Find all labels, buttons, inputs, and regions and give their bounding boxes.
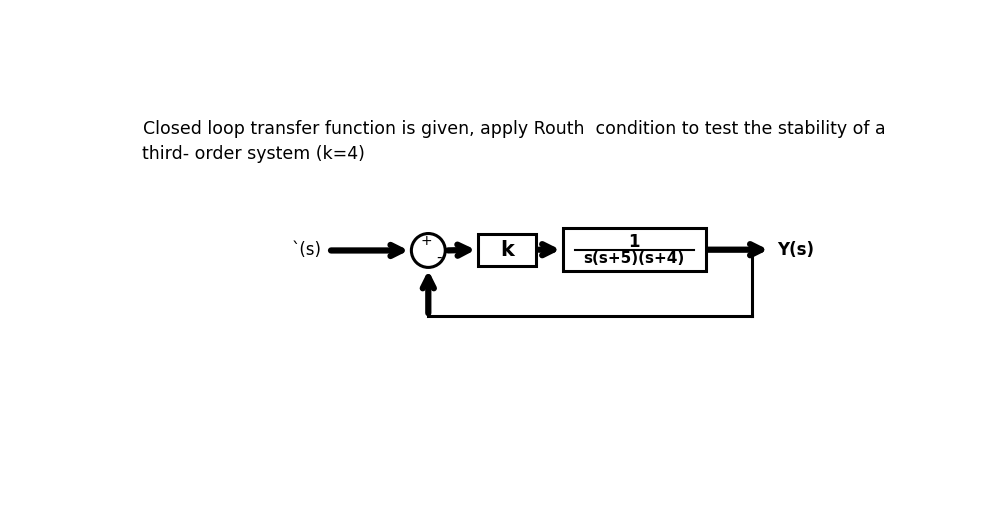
Text: 1: 1 — [628, 233, 639, 251]
Text: third- order system (k=4): third- order system (k=4) — [141, 145, 364, 163]
Text: `(s): `(s) — [292, 241, 322, 259]
Text: s(s+5)(s+4): s(s+5)(s+4) — [583, 251, 684, 266]
Text: Y(s): Y(s) — [776, 241, 813, 259]
Text: +: + — [420, 234, 431, 248]
Text: k: k — [499, 240, 514, 260]
Text: Closed loop transfer function is given, apply Routh  condition to test the stabi: Closed loop transfer function is given, … — [143, 119, 885, 138]
Bar — [477, 233, 536, 266]
Bar — [563, 228, 705, 271]
Text: -: - — [436, 250, 441, 265]
